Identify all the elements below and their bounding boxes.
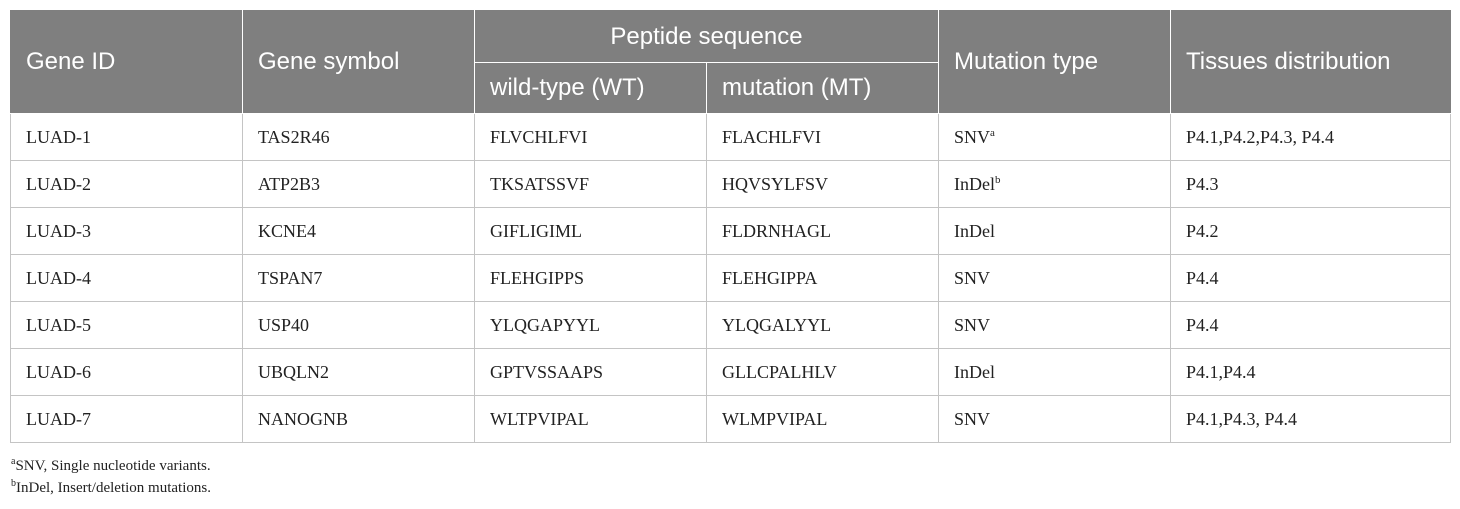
- cell-mutation-type: InDelb: [938, 160, 1171, 208]
- footnote-text: SNV, Single nucleotide variants.: [15, 458, 211, 474]
- footnote: bInDel, Insert/deletion mutations.: [11, 477, 211, 499]
- table-row: LUAD-6 UBQLN2 GPTVSSAAPS GLLCPALHLV InDe…: [10, 348, 1451, 396]
- footnote: aSNV, Single nucleotide variants.: [11, 455, 211, 477]
- cell-mutation-type: InDel: [938, 348, 1171, 396]
- table-container: Gene ID Gene symbol Peptide sequence Mut…: [10, 10, 1451, 443]
- cell-gene-symbol: ATP2B3: [242, 160, 475, 208]
- cell-tissues: P4.1,P4.4: [1170, 348, 1451, 396]
- header-wild-type: wild-type (WT): [474, 62, 707, 114]
- table-row: LUAD-5 USP40 YLQGAPYYL YLQGALYYL SNV P4.…: [10, 301, 1451, 349]
- cell-mutation-type: SNV: [938, 395, 1171, 443]
- cell-tissues: P4.2: [1170, 207, 1451, 255]
- cell-wild-type: GIFLIGIML: [474, 207, 707, 255]
- cell-mutation-type: SNV: [938, 254, 1171, 302]
- cell-wild-type: YLQGAPYYL: [474, 301, 707, 349]
- header-tissues-distribution: Tissues distribution: [1170, 10, 1451, 114]
- table-body: LUAD-1 TAS2R46 FLVCHLFVI FLACHLFVI SNVa …: [10, 113, 1451, 443]
- cell-wild-type: TKSATSSVF: [474, 160, 707, 208]
- cell-mutation: HQVSYLFSV: [706, 160, 939, 208]
- cell-mutation: FLEHGIPPA: [706, 254, 939, 302]
- cell-gene-symbol: KCNE4: [242, 207, 475, 255]
- mutation-type-text: SNV: [954, 126, 991, 147]
- header-gene-symbol: Gene symbol: [242, 10, 475, 114]
- table-row: LUAD-4 TSPAN7 FLEHGIPPS FLEHGIPPA SNV P4…: [10, 254, 1451, 302]
- header-peptide-sequence: Peptide sequence: [474, 10, 939, 63]
- cell-mutation: YLQGALYYL: [706, 301, 939, 349]
- cell-wild-type: FLVCHLFVI: [474, 113, 707, 161]
- cell-gene-symbol: NANOGNB: [242, 395, 475, 443]
- footnote-mark: a: [11, 456, 16, 467]
- cell-gene-id: LUAD-5: [10, 301, 243, 349]
- cell-gene-id: LUAD-7: [10, 395, 243, 443]
- cell-gene-symbol: TSPAN7: [242, 254, 475, 302]
- table-footnotes: aSNV, Single nucleotide variants. bInDel…: [11, 455, 211, 499]
- header-gene-id: Gene ID: [10, 10, 243, 114]
- cell-gene-id: LUAD-2: [10, 160, 243, 208]
- cell-wild-type: FLEHGIPPS: [474, 254, 707, 302]
- footnote-mark: b: [11, 478, 16, 489]
- footnote-marker: a: [990, 126, 995, 139]
- cell-gene-id: LUAD-1: [10, 113, 243, 161]
- table-row: LUAD-1 TAS2R46 FLVCHLFVI FLACHLFVI SNVa …: [10, 113, 1451, 161]
- table-row: LUAD-2 ATP2B3 TKSATSSVF HQVSYLFSV InDelb…: [10, 160, 1451, 208]
- cell-tissues: P4.1,P4.3, P4.4: [1170, 395, 1451, 443]
- cell-tissues: P4.1,P4.2,P4.3, P4.4: [1170, 113, 1451, 161]
- footnote-text: InDel, Insert/deletion mutations.: [16, 480, 211, 496]
- cell-mutation-type: SNVa: [938, 113, 1171, 161]
- cell-tissues: P4.4: [1170, 301, 1451, 349]
- mutation-type-text: InDel: [954, 220, 995, 241]
- table-row: LUAD-3 KCNE4 GIFLIGIML FLDRNHAGL InDel P…: [10, 207, 1451, 255]
- cell-mutation: WLMPVIPAL: [706, 395, 939, 443]
- cell-mutation: GLLCPALHLV: [706, 348, 939, 396]
- mutation-type-text: InDel: [954, 361, 995, 382]
- neoantigen-table: Gene ID Gene symbol Peptide sequence Mut…: [10, 10, 1451, 443]
- table-header: Gene ID Gene symbol Peptide sequence Mut…: [10, 10, 1451, 114]
- header-mutation-type: Mutation type: [938, 10, 1171, 114]
- cell-gene-id: LUAD-4: [10, 254, 243, 302]
- cell-wild-type: GPTVSSAAPS: [474, 348, 707, 396]
- cell-gene-symbol: UBQLN2: [242, 348, 475, 396]
- cell-mutation-type: InDel: [938, 207, 1171, 255]
- cell-tissues: P4.3: [1170, 160, 1451, 208]
- cell-mutation-type: SNV: [938, 301, 1171, 349]
- cell-mutation: FLDRNHAGL: [706, 207, 939, 255]
- mutation-type-text: SNV: [954, 408, 991, 429]
- cell-gene-id: LUAD-3: [10, 207, 243, 255]
- cell-wild-type: WLTPVIPAL: [474, 395, 707, 443]
- cell-gene-id: LUAD-6: [10, 348, 243, 396]
- mutation-type-text: InDel: [954, 173, 995, 194]
- header-mutation: mutation (MT): [706, 62, 939, 114]
- cell-mutation: FLACHLFVI: [706, 113, 939, 161]
- cell-tissues: P4.4: [1170, 254, 1451, 302]
- mutation-type-text: SNV: [954, 267, 991, 288]
- cell-gene-symbol: USP40: [242, 301, 475, 349]
- table-row: LUAD-7 NANOGNB WLTPVIPAL WLMPVIPAL SNV P…: [10, 395, 1451, 443]
- cell-gene-symbol: TAS2R46: [242, 113, 475, 161]
- footnote-marker: b: [994, 173, 1001, 186]
- mutation-type-text: SNV: [954, 314, 991, 335]
